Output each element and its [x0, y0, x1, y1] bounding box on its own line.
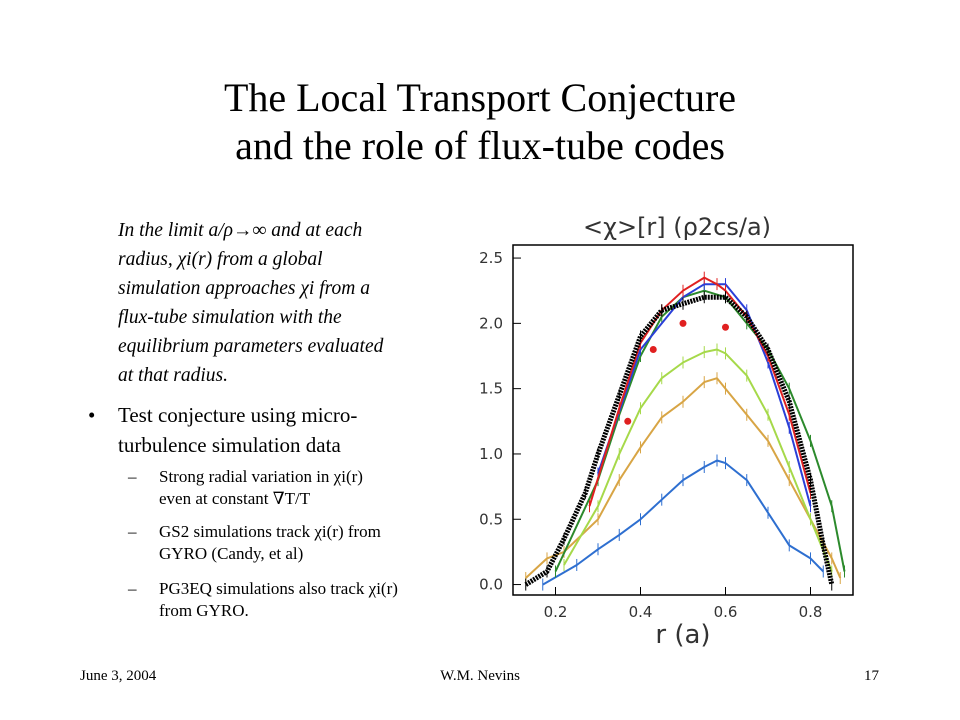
series-line-3 — [554, 289, 846, 572]
chart-title: <χ>[r] (ρ2cs/a) — [583, 213, 771, 241]
x-tick-label: 0.6 — [714, 603, 738, 621]
data-marker — [679, 319, 687, 327]
footer-page-number: 17 — [864, 668, 879, 684]
sub-line: GYRO (Candy, et al) — [159, 544, 304, 563]
conjecture-statement: In the limit a/ρ→∞ and at each radius, χ… — [118, 216, 458, 390]
plot-frame — [512, 244, 854, 596]
series-line-2 — [563, 348, 833, 572]
quote-line: equilibrium parameters evaluated — [118, 336, 384, 357]
quote-line: In the limit a/ρ→∞ and at each — [118, 220, 363, 241]
series-layer — [524, 271, 846, 591]
series-line-5 — [588, 276, 812, 507]
quote-line: simulation approaches χi from a — [118, 278, 370, 299]
footer-author: W.M. Nevins — [440, 668, 520, 684]
data-marker — [624, 417, 632, 425]
tick-layer: 0.2 0.4 0.6 0.8 0.0 0.5 1.0 1.5 2.0 2.5 — [479, 249, 822, 621]
bullet-line: turbulence simulation data — [118, 433, 341, 457]
quote-line: radius, χi(r) from a global — [118, 249, 323, 270]
sub-line: PG3EQ simulations also track χi(r) — [159, 579, 398, 598]
sub-line: GS2 simulations track χi(r) from — [159, 522, 381, 541]
title-line-1: The Local Transport Conjecture — [223, 75, 737, 120]
bullet-dot-icon: • — [88, 403, 96, 427]
bullet-line: Test conjecture using micro- — [118, 403, 358, 427]
y-tick-label: 0.5 — [479, 510, 503, 528]
dash-icon: – — [128, 579, 137, 598]
chi-profile-chart: <χ>[r] (ρ2cs/a) 0.2 0.4 0.6 0.8 0.0 0.5 1.0 1.5… — [479, 213, 854, 650]
sub-line: Strong radial variation in χi(r) — [159, 467, 363, 486]
y-tick-label: 1.5 — [479, 380, 503, 398]
x-tick-label: 0.4 — [629, 603, 653, 621]
y-tick-label: 1.0 — [479, 445, 503, 463]
data-marker — [722, 323, 729, 331]
x-tick-label: 0.2 — [544, 603, 568, 621]
title-line-2: and the role of flux-tube codes — [235, 123, 725, 168]
footer-date: June 3, 2004 — [80, 668, 157, 684]
dash-icon: – — [128, 522, 137, 541]
sub-line: even at constant ∇T/T — [159, 489, 311, 508]
dash-icon: – — [128, 467, 137, 486]
y-tick-label: 0.0 — [479, 576, 503, 594]
x-axis-label: r (a) — [655, 620, 710, 650]
quote-line: at that radius. — [118, 365, 228, 386]
sub-line: from GYRO. — [159, 601, 249, 620]
y-tick-label: 2.0 — [479, 314, 503, 332]
quote-line: flux-tube simulation with the — [118, 307, 342, 328]
y-tick-label: 2.5 — [479, 249, 503, 267]
data-marker — [649, 345, 657, 353]
slide-title: The Local Transport Conjecture and the r… — [0, 74, 960, 170]
x-tick-label: 0.8 — [799, 603, 823, 621]
